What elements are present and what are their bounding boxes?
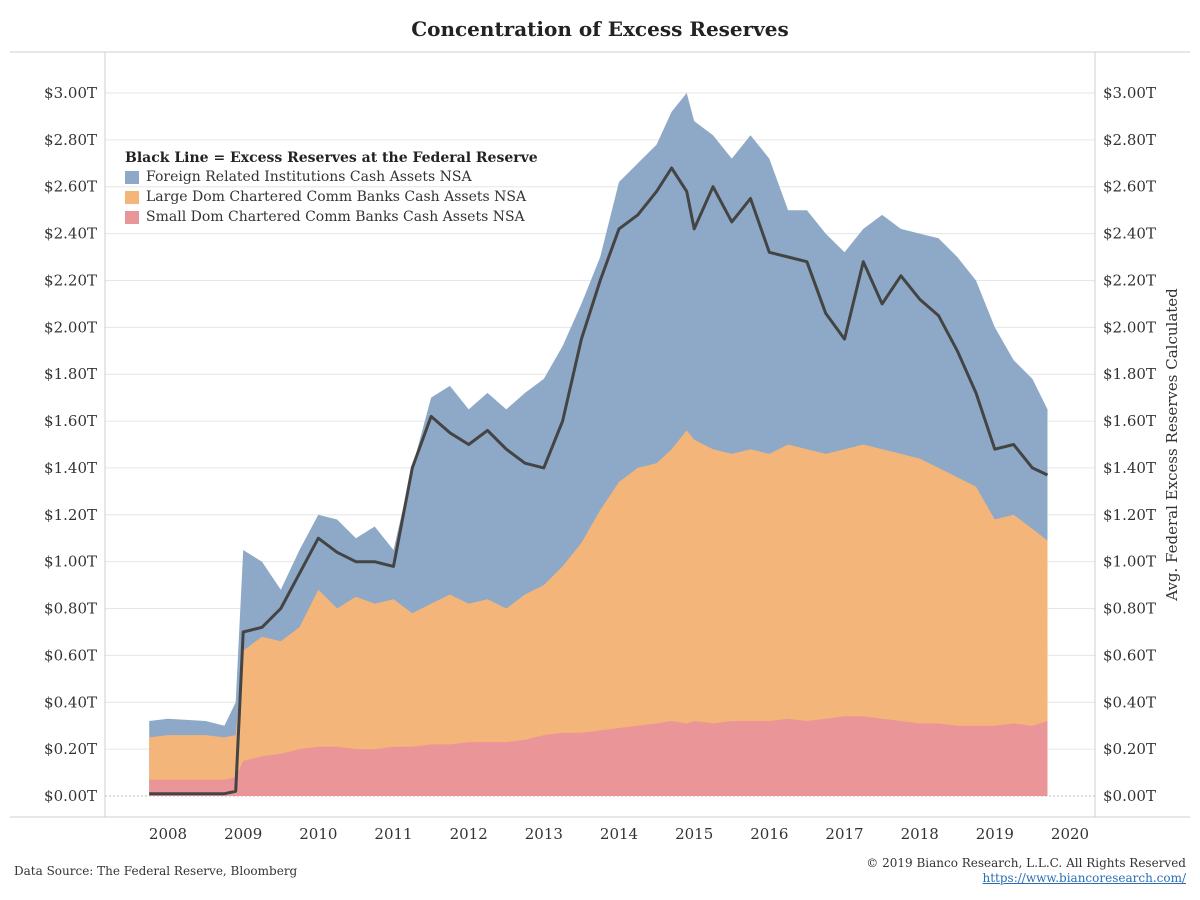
legend-label-foreign: Foreign Related Institutions Cash Assets…: [146, 169, 472, 185]
legend-swatch-small: [125, 210, 139, 224]
area-layer: [149, 93, 1048, 796]
y-tick-label-right: $2.40T: [1103, 225, 1156, 243]
y-tick-label-right: $0.40T: [1103, 693, 1156, 711]
x-tick-label: 2018: [901, 825, 939, 843]
y-tick-label-left: $2.40T: [44, 225, 97, 243]
x-tick-label: 2008: [149, 825, 187, 843]
x-tick-label: 2020: [1051, 825, 1089, 843]
chart-title: Concentration of Excess Reserves: [411, 17, 789, 41]
frame-layer: [10, 51, 1190, 818]
x-tick-label: 2009: [224, 825, 262, 843]
y-tick-label-left: $3.00T: [44, 84, 97, 102]
legend-item-small: Small Dom Chartered Comm Banks Cash Asse…: [125, 207, 538, 227]
excess-reserves-line: [149, 166, 1049, 796]
y-tick-label-right: $0.60T: [1103, 646, 1156, 664]
legend: Black Line = Excess Reserves at the Fede…: [125, 150, 538, 227]
y-tick-label-right: $0.80T: [1103, 600, 1156, 618]
area-small-banks: [149, 716, 1048, 796]
axis-layer: $0.00T $0.00T $0.20T $0.20T $0.40T $0.40T $0.6…: [44, 84, 1181, 843]
copyright: © 2019 Bianco Research, L.L.C. All Right…: [866, 856, 1186, 870]
x-tick-label: 2015: [675, 825, 713, 843]
legend-item-large: Large Dom Chartered Comm Banks Cash Asse…: [125, 187, 538, 207]
y-axis-label-right: Avg. Federal Excess Reserves Calculated: [1163, 288, 1181, 602]
y-tick-label-left: $2.20T: [44, 271, 97, 289]
legend-swatch-large: [125, 190, 139, 204]
y-tick-label-right: $1.40T: [1103, 459, 1156, 477]
x-tick-label: 2013: [525, 825, 563, 843]
legend-title: Black Line = Excess Reserves at the Fede…: [125, 150, 538, 166]
legend-swatch-foreign: [125, 170, 139, 184]
x-tick-label: 2012: [450, 825, 488, 843]
x-tick-label: 2016: [750, 825, 788, 843]
x-tick-label: 2011: [374, 825, 412, 843]
y-tick-label-left: $2.80T: [44, 131, 97, 149]
y-tick-label-left: $2.60T: [44, 178, 97, 196]
y-tick-label-left: $1.40T: [44, 459, 97, 477]
y-tick-label-right: $1.80T: [1103, 365, 1156, 383]
x-tick-label: 2010: [299, 825, 337, 843]
y-tick-label-right: $2.00T: [1103, 318, 1156, 336]
y-tick-label-left: $2.00T: [44, 318, 97, 336]
website-link[interactable]: https://www.biancoresearch.com/: [982, 871, 1186, 885]
y-tick-label-left: $0.20T: [44, 740, 97, 758]
y-tick-label-right: $3.00T: [1103, 84, 1156, 102]
legend-label-large: Large Dom Chartered Comm Banks Cash Asse…: [146, 189, 527, 205]
x-tick-label: 2017: [825, 825, 863, 843]
y-tick-label-right: $2.80T: [1103, 131, 1156, 149]
y-tick-label-left: $0.60T: [44, 646, 97, 664]
y-tick-label-right: $2.60T: [1103, 178, 1156, 196]
y-tick-label-left: $0.40T: [44, 693, 97, 711]
x-tick-label: 2019: [976, 825, 1014, 843]
y-tick-label-left: $0.80T: [44, 600, 97, 618]
y-tick-label-right: $1.00T: [1103, 553, 1156, 571]
legend-item-foreign: Foreign Related Institutions Cash Assets…: [125, 167, 538, 187]
data-source: Data Source: The Federal Reserve, Bloomb…: [14, 864, 298, 878]
y-tick-label-right: $1.60T: [1103, 412, 1156, 430]
y-tick-label-right: $1.20T: [1103, 506, 1156, 524]
line-layer: [149, 166, 1049, 796]
y-tick-label-right: $0.00T: [1103, 787, 1156, 805]
y-tick-label-left: $1.60T: [44, 412, 97, 430]
y-tick-label-left: $1.00T: [44, 553, 97, 571]
legend-label-small: Small Dom Chartered Comm Banks Cash Asse…: [146, 209, 525, 225]
area-large-banks: [149, 430, 1048, 796]
y-tick-label-right: $0.20T: [1103, 740, 1156, 758]
y-tick-label-left: $1.20T: [44, 506, 97, 524]
y-tick-label-left: $0.00T: [44, 787, 97, 805]
footer-right: © 2019 Bianco Research, L.L.C. All Right…: [866, 856, 1186, 886]
y-tick-label-right: $2.20T: [1103, 271, 1156, 289]
x-tick-label: 2014: [600, 825, 638, 843]
y-tick-label-left: $1.80T: [44, 365, 97, 383]
